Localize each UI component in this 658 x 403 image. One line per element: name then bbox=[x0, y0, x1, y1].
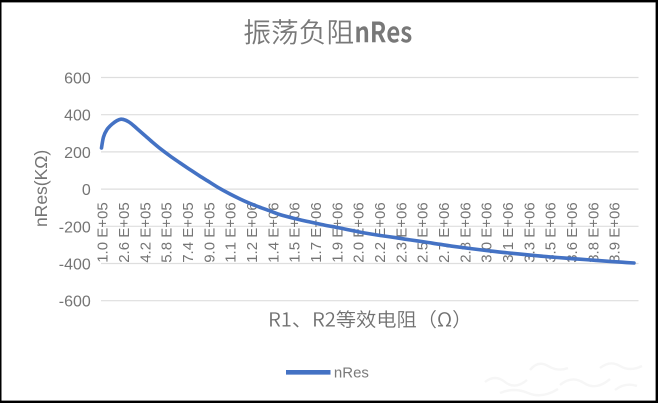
svg-text:1.5 E+06: 1.5 E+06 bbox=[287, 202, 304, 262]
svg-text:2.6 E+05: 2.6 E+05 bbox=[116, 202, 133, 262]
svg-text:3.3 E+06: 3.3 E+06 bbox=[521, 202, 538, 262]
svg-text:9.0 E+05: 9.0 E+05 bbox=[201, 202, 218, 262]
svg-text:-200: -200 bbox=[59, 219, 91, 236]
svg-text:nRes: nRes bbox=[334, 364, 369, 381]
svg-text:2.2 E+06: 2.2 E+06 bbox=[372, 202, 389, 262]
svg-text:4.2 E+05: 4.2 E+05 bbox=[137, 202, 154, 262]
svg-text:1.2 E+06: 1.2 E+06 bbox=[244, 202, 261, 262]
svg-text:0: 0 bbox=[82, 182, 91, 199]
svg-text:400: 400 bbox=[64, 108, 91, 125]
svg-text:3.9 E+06: 3.9 E+06 bbox=[607, 202, 624, 262]
svg-text:1.1 E+06: 1.1 E+06 bbox=[223, 202, 240, 262]
svg-text:1.7 E+06: 1.7 E+06 bbox=[308, 202, 325, 262]
svg-text:-600: -600 bbox=[59, 294, 91, 311]
svg-text:3.1 E+06: 3.1 E+06 bbox=[500, 202, 517, 262]
svg-text:3.0 E+06: 3.0 E+06 bbox=[479, 202, 496, 262]
svg-text:600: 600 bbox=[64, 71, 91, 88]
svg-text:2.8 E+06: 2.8 E+06 bbox=[457, 202, 474, 262]
svg-text:3.6 E+06: 3.6 E+06 bbox=[564, 202, 581, 262]
svg-text:1.4 E+06: 1.4 E+06 bbox=[265, 202, 282, 262]
svg-text:nRes(KΩ): nRes(KΩ) bbox=[31, 150, 51, 227]
svg-text:200: 200 bbox=[64, 145, 91, 162]
svg-text:5.8 E+05: 5.8 E+05 bbox=[159, 202, 176, 262]
svg-text:7.4 E+05: 7.4 E+05 bbox=[180, 202, 197, 262]
svg-text:-400: -400 bbox=[59, 257, 91, 274]
svg-text:2.5 E+06: 2.5 E+06 bbox=[415, 202, 432, 262]
svg-text:1.0 E+05: 1.0 E+05 bbox=[95, 202, 112, 262]
svg-text:3.5 E+06: 3.5 E+06 bbox=[543, 202, 560, 262]
svg-text:3.8 E+06: 3.8 E+06 bbox=[585, 202, 602, 262]
svg-text:2.7 E+06: 2.7 E+06 bbox=[436, 202, 453, 262]
svg-text:2.3 E+06: 2.3 E+06 bbox=[393, 202, 410, 262]
svg-text:1.9 E+06: 1.9 E+06 bbox=[329, 202, 346, 262]
